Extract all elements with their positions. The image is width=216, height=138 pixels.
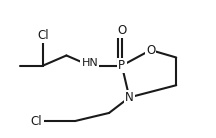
Text: N: N: [125, 91, 134, 104]
Text: P: P: [118, 59, 125, 72]
Text: O: O: [146, 44, 155, 57]
Text: O: O: [117, 24, 127, 37]
Text: Cl: Cl: [31, 115, 42, 128]
Text: HN: HN: [81, 58, 98, 68]
Text: Cl: Cl: [37, 29, 49, 42]
